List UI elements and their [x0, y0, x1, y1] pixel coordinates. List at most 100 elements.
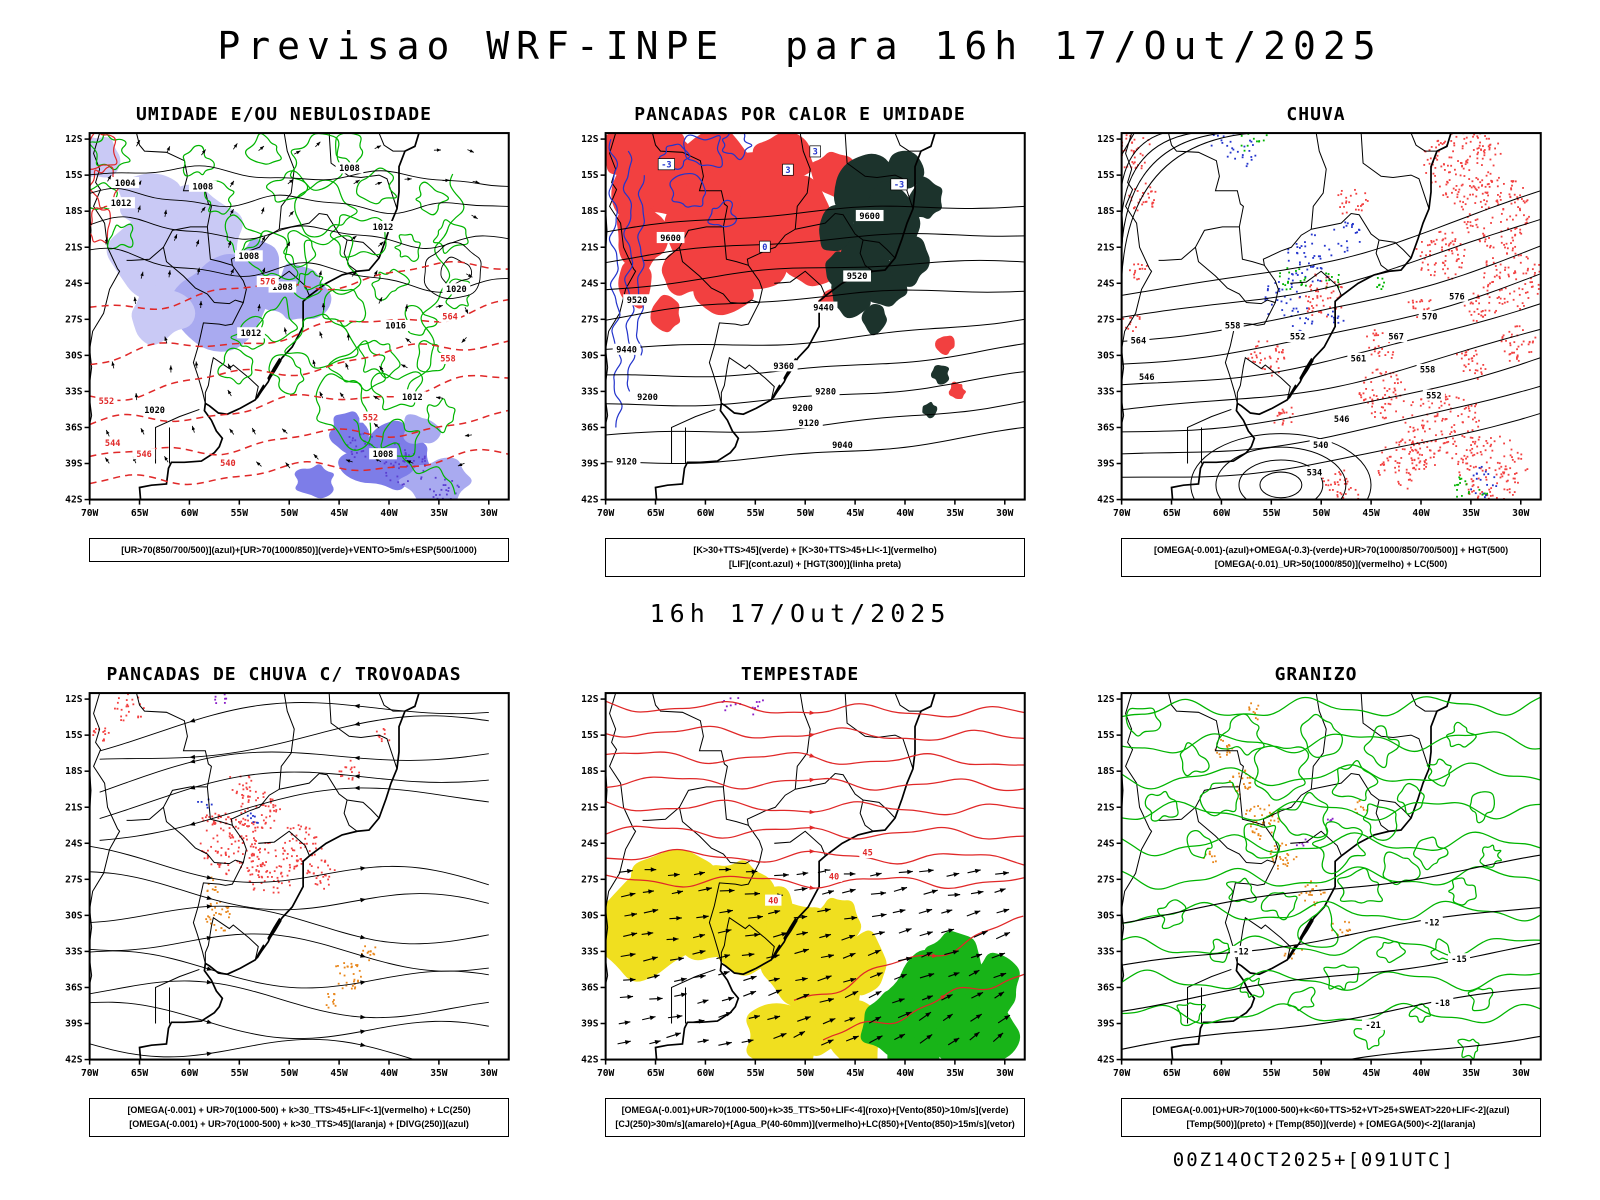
contour-label: 9200 [792, 404, 813, 414]
lat-tick-label: 21S [1097, 242, 1115, 253]
lon-tick-label: 70W [81, 508, 99, 519]
lon-tick-label: 55W [1263, 508, 1281, 519]
lat-tick-label: 15S [1097, 170, 1115, 181]
lat-tick-label: 24S [1097, 278, 1115, 289]
caption-granizo: [OMEGA(-0.001)+UR>70(1000-500)+k<60+TTS>… [1121, 1097, 1541, 1137]
contour-label: 540 [220, 459, 236, 469]
lon-tick-label: 30W [480, 1068, 498, 1079]
lat-tick-label: 33S [581, 946, 599, 957]
contour-label: -15 [1451, 955, 1467, 965]
lon-tick-label: 30W [1512, 1068, 1530, 1079]
contour-label: 1008 [239, 252, 260, 262]
lat-tick-label: 30S [581, 350, 599, 361]
contour-label: 9440 [616, 346, 637, 356]
lat-tick-label: 33S [1097, 946, 1115, 957]
lon-tick-label: 70W [81, 1068, 99, 1079]
panel-umidade: UMIDADE E/OU NEBULOSIDADE 1004 1008 1012 10… [49, 104, 519, 577]
lat-tick-label: 15S [581, 730, 599, 741]
contour-label: 3 [813, 148, 818, 158]
contour-label: 546 [136, 450, 152, 460]
lon-tick-label: 30W [480, 508, 498, 519]
lon-tick-label: 35W [430, 508, 448, 519]
panel-tempestade: TEMPESTADE 40 40 45 12S 15S 18S 21S 24S 27S 30S 33… [565, 664, 1035, 1137]
lat-tick-label: 36S [581, 982, 599, 993]
caption-chuva: [OMEGA(-0.001)-(azul)+OMEGA(-0.3)-(verde… [1121, 538, 1541, 577]
panel-title-trovoadas: PANCADAS DE CHUVA C/ TROVOADAS [106, 663, 462, 685]
contour-label: -18 [1434, 999, 1450, 1009]
lat-tick-label: 18S [1097, 206, 1115, 217]
lat-tick-label: 33S [581, 386, 599, 397]
lat-tick-label: 15S [65, 730, 83, 741]
lat-tick-label: 21S [581, 802, 599, 813]
panel-title-pancadas-calor: PANCADAS POR CALOR E UMIDADE [634, 104, 966, 125]
lat-tick-label: 30S [1097, 910, 1115, 921]
contour-label: 1004 [115, 179, 136, 189]
lat-tick-label: 33S [65, 946, 83, 957]
lat-tick-label: 30S [581, 910, 599, 921]
lon-tick-label: 45W [330, 1068, 348, 1079]
lon-tick-label: 35W [1462, 508, 1480, 519]
lon-tick-label: 70W [1113, 508, 1131, 519]
contour-label: -21 [1365, 1021, 1381, 1031]
lon-tick-label: 55W [747, 1068, 765, 1079]
contour-label: 552 [1426, 391, 1442, 401]
lon-tick-label: 65W [1163, 508, 1181, 519]
caption-line: [Temp(500)](preto) + [Temp(850)](verde) … [1186, 1119, 1476, 1130]
lat-tick-label: 24S [581, 278, 599, 289]
lat-tick-label: 39S [581, 459, 599, 470]
contour-label: 1020 [144, 406, 165, 416]
lat-tick-label: 24S [581, 838, 599, 849]
panel-title-granizo: GRANIZO [1274, 663, 1358, 685]
lat-tick-label: 27S [1097, 314, 1115, 325]
lon-tick-label: 55W [231, 1068, 249, 1079]
contour-label: 558 [1420, 366, 1436, 376]
map-trovoadas: 12S 15S 18S 21S 24S 27S 30S 33S 36S 39S 42S 70W 65W 6… [65, 691, 510, 1079]
lat-tick-label: 18S [1097, 766, 1115, 777]
lat-tick-label: 18S [581, 206, 599, 217]
contour-label: 9600 [859, 212, 880, 222]
contour-label: 9120 [616, 457, 637, 467]
lat-tick-label: 36S [65, 982, 83, 993]
lon-tick-label: 40W [1412, 1068, 1430, 1079]
lon-tick-label: 70W [597, 508, 615, 519]
lat-tick-label: 30S [65, 910, 83, 921]
map-pancadas-calor: 9600960095209520944094409360928092009200… [581, 132, 1026, 519]
lon-tick-label: 70W [597, 1068, 615, 1079]
lon-tick-label: 35W [430, 1068, 448, 1079]
lon-tick-label: 70W [1113, 1068, 1131, 1079]
lon-tick-label: 50W [281, 1068, 299, 1079]
lon-tick-label: 50W [281, 508, 299, 519]
contour-label: 1012 [241, 329, 262, 339]
caption-line: [K>30+TTS>45](verde) + [K>30+TTS>45+LI<-… [693, 545, 937, 555]
lat-tick-label: 12S [65, 694, 83, 705]
lat-tick-label: 27S [65, 314, 83, 325]
lat-tick-label: 12S [1097, 694, 1115, 705]
contour-label: 9520 [847, 272, 868, 282]
contour-label: 40 [829, 872, 839, 882]
lat-tick-label: 18S [65, 206, 83, 217]
panel-title-tempestade: TEMPESTADE [740, 663, 860, 685]
contour-label: -12 [1233, 947, 1249, 957]
caption-line: [OMEGA(-0.001)+UR>70(1000-500)+k<60+TTS>… [1152, 1104, 1510, 1115]
lon-tick-label: 65W [647, 1068, 665, 1079]
contour-label: -3 [894, 181, 904, 191]
contour-label: 1008 [192, 182, 213, 192]
contour-label: 9200 [637, 393, 658, 403]
lon-tick-label: 65W [647, 508, 665, 519]
map-tempestade: 40 40 45 12S 15S 18S 21S 24S 27S 30S 33S 36S 39S 42S 7… [581, 691, 1026, 1079]
contour-label: 544 [105, 439, 121, 449]
lat-tick-label: 21S [1097, 802, 1115, 813]
lat-tick-label: 12S [581, 134, 599, 145]
lat-tick-label: 15S [1097, 730, 1115, 741]
lat-tick-label: 42S [1097, 495, 1115, 506]
lon-tick-label: 65W [131, 508, 149, 519]
caption-line: [OMEGA(-0.001)+UR>70(1000-500)+k>35_TTS>… [621, 1104, 1009, 1115]
lat-tick-label: 18S [65, 766, 83, 777]
lat-tick-label: 15S [581, 170, 599, 181]
lat-tick-label: 18S [581, 766, 599, 777]
lon-tick-label: 40W [1412, 508, 1430, 519]
lat-tick-label: 36S [1097, 982, 1115, 993]
panel-pancadas-calor: PANCADAS POR CALOR E UMIDADE 9600 9600 952… [565, 104, 1035, 577]
panel-row-top: UMIDADE E/OU NEBULOSIDADE 1004 1008 1012 10… [0, 104, 1600, 577]
